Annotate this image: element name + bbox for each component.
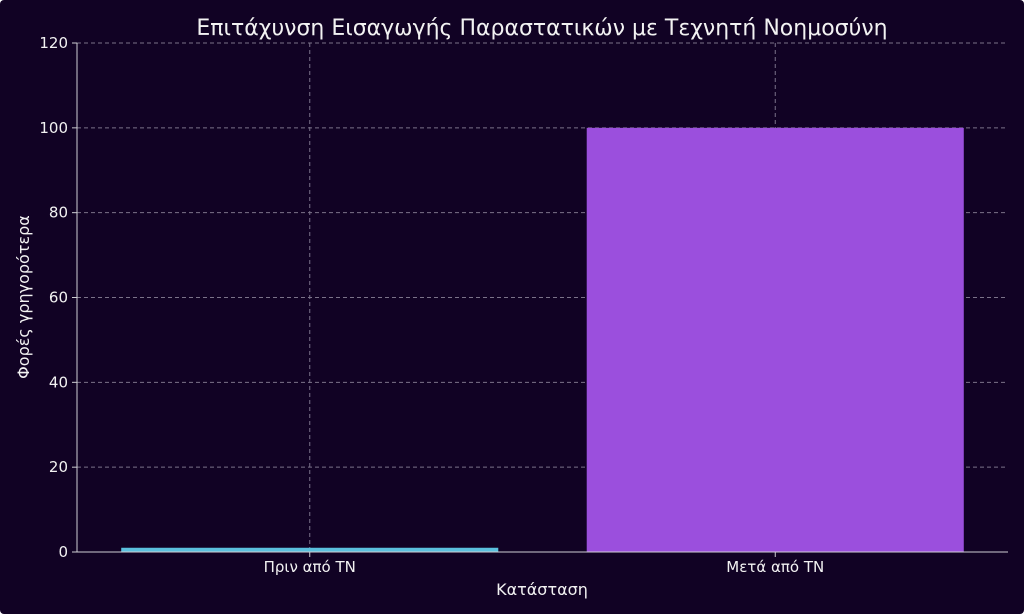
bar [586,127,964,552]
y-tick-label: 0 [58,543,68,561]
bar [121,547,499,552]
y-tick-label: 80 [49,204,68,222]
y-axis-label: Φορές γρηγορότερα [14,215,33,379]
chart-title: Επιτάχυνση Εισαγωγής Παραστατικών με Τεχ… [196,16,887,41]
y-tick-label: 100 [39,119,68,137]
y-tick-label: 120 [39,34,68,52]
x-axis-label: Κατάσταση [496,580,588,599]
x-tick-label: Πριν από ΤΝ [264,558,356,576]
y-tick-label: 20 [49,458,68,476]
y-tick-label: 40 [49,373,68,391]
y-tick-label: 60 [49,289,68,307]
axis-layer: 0 20 40 60 80 100 120 Πριν από ΤΝ Μετά από ΤΝ [39,34,1008,576]
bar-layer [121,127,964,552]
x-tick-label: Μετά από ΤΝ [726,558,824,576]
